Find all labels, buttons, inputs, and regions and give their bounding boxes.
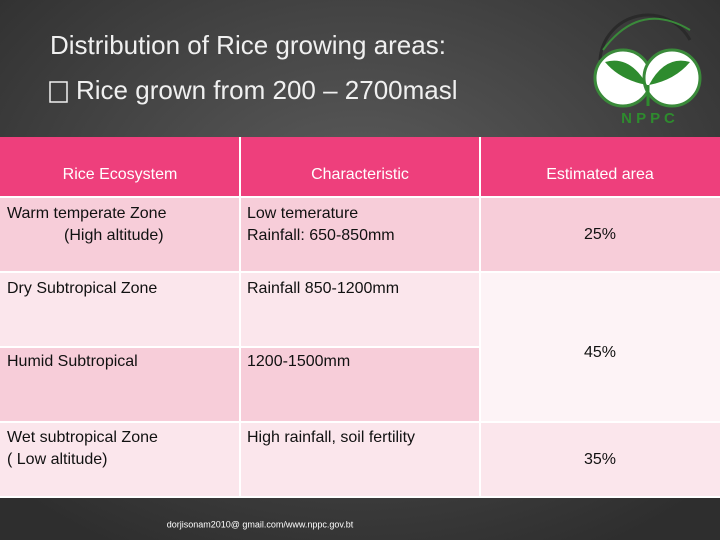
ecosystem-text: Warm temperate Zone bbox=[7, 205, 167, 222]
cell bbox=[240, 272, 480, 347]
logo-script bbox=[602, 17, 691, 51]
ecosystem-text: Dry Subtropical Zone bbox=[7, 280, 157, 297]
footer: dorjisonam2010@ gmail.com/www.nppc.gov.b… bbox=[167, 519, 354, 529]
ecosystem-text: Wet subtropical Zone bbox=[7, 429, 158, 446]
cell bbox=[0, 422, 240, 497]
characteristic-text: 1200-1500mm bbox=[247, 353, 350, 370]
logo: N P P C bbox=[593, 13, 702, 127]
cell bbox=[0, 272, 240, 347]
logo-text: N P P C bbox=[621, 110, 675, 127]
bullet bbox=[49, 81, 68, 103]
cell bbox=[240, 197, 480, 272]
header-cell: Estimated area bbox=[546, 166, 654, 183]
header-row bbox=[0, 137, 720, 197]
area-cell bbox=[480, 272, 720, 422]
area-cell bbox=[480, 422, 720, 497]
title-line: Rice grown from 200 – 2700masl bbox=[76, 75, 458, 105]
logo-arc bbox=[598, 13, 692, 61]
area-text: 45% bbox=[584, 344, 616, 361]
area-text: 25% bbox=[584, 226, 616, 243]
area-cell bbox=[480, 197, 720, 272]
ecosystem-text: (High altitude) bbox=[64, 227, 164, 244]
logo-leaf bbox=[605, 60, 647, 85]
characteristic-text: High rainfall, soil fertility bbox=[247, 429, 415, 446]
cell bbox=[240, 347, 480, 422]
table: Rice Ecosystem Characteristic Estimated ar… bbox=[0, 137, 720, 498]
logo-circle bbox=[642, 48, 702, 108]
cell bbox=[0, 197, 240, 272]
characteristic-text: Low temerature bbox=[247, 205, 358, 222]
header-cell: Rice Ecosystem bbox=[63, 166, 178, 183]
ecosystem-text: ( Low altitude) bbox=[7, 451, 108, 468]
ecosystem-text: Humid Subtropical bbox=[7, 353, 138, 370]
title-line: Distribution of Rice growing areas: bbox=[50, 30, 446, 60]
cell bbox=[0, 347, 240, 422]
logo-leaf bbox=[649, 60, 690, 85]
cell bbox=[240, 422, 480, 497]
characteristic-text: Rainfall: 650-850mm bbox=[247, 227, 395, 244]
area-text: 35% bbox=[584, 451, 616, 468]
characteristic-text: Rainfall 850-1200mm bbox=[247, 280, 399, 297]
header-cell: Characteristic bbox=[311, 166, 409, 183]
